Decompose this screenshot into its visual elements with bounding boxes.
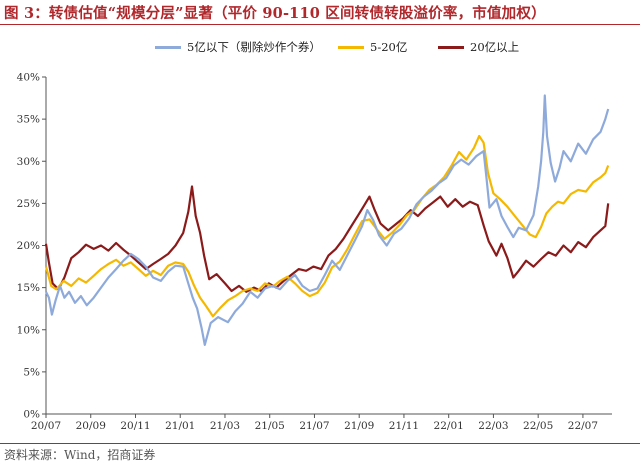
x-tick-label: 21/11 (389, 420, 419, 432)
x-tick-label: 20/07 (31, 420, 61, 432)
chart-legend: 5亿以下（剔除炒作个券） 5-20亿 20亿以上 (0, 39, 640, 55)
y-tick-label: 5% (23, 366, 40, 378)
x-tick-label: 22/03 (478, 420, 508, 432)
figure-title: 图 3：转债估值“规模分层”显著（平价 90-110 区间转债转股溢价率，市值加… (4, 5, 546, 22)
y-tick-label: 10% (17, 324, 40, 336)
source-note: 资料来源：Wind，招商证券 (4, 448, 156, 462)
legend-item-under-5: 5亿以下（剔除炒作个券） (155, 39, 321, 55)
legend-label-under-5: 5亿以下（剔除炒作个券） (187, 40, 321, 54)
y-tick-label: 35% (17, 114, 40, 126)
series-line-1 (44, 134, 610, 318)
x-tick-label: 20/09 (76, 420, 106, 432)
x-tick-label: 22/01 (434, 420, 464, 432)
legend-swatch-under-5 (155, 45, 181, 49)
legend-label-5-20: 5-20亿 (370, 40, 408, 54)
x-tick-label: 21/05 (255, 420, 285, 432)
legend-label-over-20: 20亿以上 (470, 40, 520, 54)
x-tick-label: 21/09 (344, 420, 374, 432)
x-tick-label: 22/07 (568, 420, 598, 432)
legend-swatch-5-20 (338, 45, 364, 49)
y-tick-label: 40% (17, 72, 40, 84)
legend-item-5-20: 5-20亿 (338, 39, 407, 55)
x-tick-label: 20/11 (120, 420, 150, 432)
y-tick-label: 20% (17, 240, 40, 252)
x-tick-label: 21/03 (210, 420, 240, 432)
legend-swatch-over-20 (438, 45, 464, 49)
x-tick-label: 22/05 (523, 420, 553, 432)
title-divider (0, 24, 640, 25)
x-tick-label: 21/07 (299, 420, 329, 432)
y-tick-label: 15% (17, 282, 40, 294)
legend-item-over-20: 20亿以上 (438, 39, 519, 55)
y-tick-label: 25% (17, 198, 40, 210)
y-tick-label: 30% (17, 156, 40, 168)
series-line-0 (45, 94, 610, 346)
series-line-2 (44, 185, 610, 293)
source-divider (0, 443, 640, 444)
x-tick-label: 21/01 (165, 420, 195, 432)
y-tick-label: 0% (23, 409, 40, 421)
